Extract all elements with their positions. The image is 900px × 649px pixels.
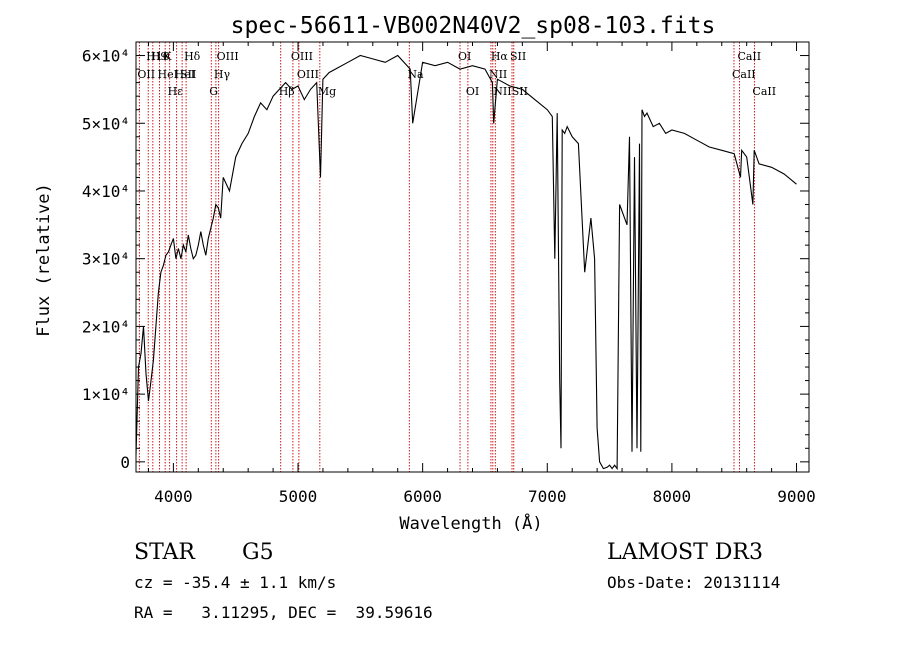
x-tick-label-3: 7000 [528, 487, 567, 506]
obs-date: Obs-Date: 20131114 [607, 573, 781, 592]
x-axis-label: Wavelength (Å) [399, 512, 542, 534]
survey-name: LAMOST DR3 [607, 540, 763, 565]
line-label-4: K [163, 50, 172, 63]
redshift-text: cz = -35.4 ± 1.1 km/s [134, 573, 337, 592]
object-subclass: G5 [242, 540, 274, 565]
x-tick-label-5: 9000 [777, 487, 816, 506]
x-tick-label-0: 4000 [154, 487, 193, 506]
line-label-5: Hε [168, 85, 184, 98]
line-label-17: OI [458, 50, 471, 63]
line-label-20: Hα [491, 50, 509, 63]
spectral-line-labels: OIIH10H9HeIKHεHeISIIHδGHγOIIIHβOIIIOIIIM… [137, 50, 776, 98]
line-label-26: CaII [752, 85, 776, 98]
line-label-14: OIII [297, 68, 319, 81]
line-label-7: SII [180, 68, 196, 81]
object-class: STAR [134, 540, 195, 565]
line-label-1: H10 [146, 50, 170, 63]
x-tick-label-2: 6000 [403, 487, 442, 506]
y-tick-label-4: 4×10⁴ [82, 182, 130, 201]
line-label-6: HeI [175, 68, 195, 81]
y-tick-label-5: 5×10⁴ [82, 114, 130, 133]
y-axis-label: Flux (relative) [34, 183, 54, 337]
line-label-10: Hγ [214, 68, 231, 81]
line-label-22: SII [510, 50, 526, 63]
line-label-23: SII [512, 85, 528, 98]
line-label-0: OII [137, 68, 155, 81]
chart-title: spec-56611-VB002N40V2_sp08-103.fits [231, 13, 716, 39]
y-tick-label-6: 6×10⁴ [82, 47, 130, 66]
line-label-11: OIII [217, 50, 239, 63]
coordinates: RA = 3.11295, DEC = 39.59616 [134, 603, 433, 622]
line-label-15: Mg [318, 85, 336, 98]
x-tick-label-1: 5000 [279, 487, 318, 506]
line-label-24: CaII [732, 68, 756, 81]
axis-ticks: 4000 5000 6000 7000 8000 9000 0 1×10⁴ 2×10⁴ 3×10⁴… [82, 42, 816, 506]
line-label-3: HeI [158, 68, 178, 81]
y-tick-label-2: 2×10⁴ [82, 317, 130, 336]
line-label-18: OI [466, 85, 479, 98]
line-label-21: NII [493, 85, 511, 98]
y-tick-label-0: 0 [120, 453, 130, 472]
y-tick-label-1: 1×10⁴ [82, 385, 130, 404]
line-label-9: G [209, 85, 218, 98]
line-label-8: Hδ [184, 50, 201, 63]
line-label-2: H9 [151, 50, 168, 63]
plot-frame [135, 41, 810, 473]
y-tick-label-3: 3×10⁴ [82, 250, 130, 269]
line-label-25: CaII [737, 50, 761, 63]
line-label-13: OIII [291, 50, 313, 63]
spectrum-line [135, 54, 797, 471]
x-tick-label-4: 8000 [653, 487, 692, 506]
spectral-line-markers [138, 42, 755, 472]
line-label-19: NII [489, 68, 507, 81]
spectrum-plot: spec-56611-VB002N40V2_sp08-103.fits OIIH… [34, 13, 816, 534]
